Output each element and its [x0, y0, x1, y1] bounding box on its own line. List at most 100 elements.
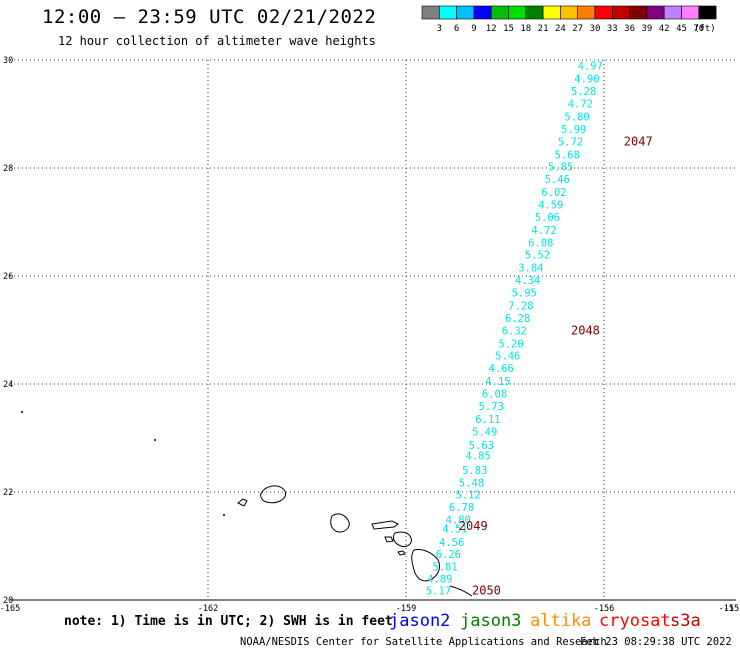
- y-tick-label: 26: [3, 272, 13, 282]
- colorbar-swatch: [456, 5, 475, 20]
- data-point-label: 4.90: [574, 74, 599, 86]
- colorbar-swatch: [421, 5, 440, 20]
- colorbar-label: 24: [555, 24, 566, 34]
- colorbar-unit: (ft): [694, 24, 716, 34]
- colorbar-label: 36: [624, 24, 635, 34]
- data-point-label: 6.28: [505, 313, 530, 325]
- data-point-label: 5.73: [479, 401, 504, 413]
- data-point-label: 4.80: [446, 514, 471, 526]
- island-dot-1: [21, 411, 23, 413]
- data-point-label: 6.02: [541, 187, 566, 199]
- pass-id-label: 2050: [472, 584, 501, 598]
- island-oahu: [330, 513, 350, 533]
- colorbar-label: 45: [676, 24, 687, 34]
- data-point-label: 5.63: [469, 440, 494, 452]
- colorbar-label: 12: [486, 24, 497, 34]
- colorbar-swatch: [438, 5, 457, 20]
- pass-id-label: 2047: [624, 134, 653, 148]
- colorbar-swatch: [473, 5, 492, 20]
- colorbar: 3 6 9 12 15 18 21 24 27 30 33 36 39 42 45 70(ft): [421, 5, 717, 34]
- y-tick-label: 30: [3, 56, 13, 66]
- data-point-label: 4.59: [538, 200, 563, 212]
- legend-item: jason2: [389, 611, 450, 631]
- data-point-label: 5.99: [561, 124, 586, 136]
- data-point-label: 5.81: [432, 561, 457, 573]
- data-point-label: 4.97: [578, 61, 603, 73]
- y-tick-label: 28: [3, 164, 13, 174]
- colorbar-label: 21: [538, 24, 549, 34]
- footer-timestamp: Feb 23 08:29:38 UTC 2022: [580, 636, 732, 648]
- data-point-label: 4.72: [568, 99, 593, 111]
- data-point-label: 5.20: [498, 338, 523, 350]
- colorbar-swatch: [611, 5, 630, 20]
- data-points: 5.174.895.816.264.564.514.806.785.125.48…: [426, 61, 603, 598]
- data-point-label: 4.85: [465, 451, 490, 463]
- data-point-label: 6.11: [475, 414, 500, 426]
- data-point-label: 5.12: [456, 489, 481, 501]
- x-tick-label: -156: [594, 604, 614, 614]
- colorbar-label: 18: [520, 24, 531, 34]
- colorbar-swatch: [594, 5, 613, 20]
- colorbar-label: 30: [590, 24, 601, 34]
- pass-labels: 2047204820492050120512041203: [459, 134, 653, 598]
- data-point-label: 6.78: [449, 502, 474, 514]
- colorbar-swatch: [629, 5, 648, 20]
- x-tick-label: -162: [198, 604, 218, 614]
- data-point-label: 4.15: [485, 376, 510, 388]
- colorbar-label: 39: [641, 24, 652, 34]
- pass-id-label: 2049: [459, 519, 488, 533]
- island-dot-3: [223, 514, 225, 516]
- y-tick-label: 20: [3, 596, 13, 606]
- x-tick-label: -165: [0, 604, 20, 614]
- island-maui: [392, 531, 412, 547]
- data-point-label: 5.06: [535, 212, 560, 224]
- colorbar-swatch: [490, 5, 509, 20]
- x-tick-label: -159: [396, 604, 416, 614]
- colorbar-swatch: [525, 5, 544, 20]
- legend-item: jason3: [460, 611, 521, 631]
- data-point-label: 5.72: [558, 136, 583, 148]
- island-kahoolawe: [397, 550, 406, 556]
- data-point-label: 5.95: [512, 288, 537, 300]
- pass-id-label: 2048: [571, 323, 600, 337]
- data-point-label: 6.08: [482, 389, 507, 401]
- legend-item: s3a: [670, 611, 701, 631]
- data-point-label: 5.17: [426, 586, 451, 598]
- data-point-label: 5.80: [564, 111, 589, 123]
- island-lanai: [384, 536, 394, 543]
- data-point-label: 6.32: [502, 325, 527, 337]
- colorbar-swatch: [577, 5, 596, 20]
- data-point-label: 5.52: [525, 250, 550, 262]
- colorbar-swatch: [560, 5, 579, 20]
- data-point-label: 5.68: [555, 149, 580, 161]
- colorbar-label: 27: [572, 24, 583, 34]
- data-point-label: 6.26: [436, 549, 461, 561]
- island-niihau: [237, 498, 248, 507]
- data-point-label: 5.85: [548, 162, 573, 174]
- colorbar-swatch: [681, 5, 700, 20]
- legend-item: cryosat: [599, 611, 671, 631]
- colorbar-label: 6: [454, 24, 459, 34]
- colorbar-swatch: [508, 5, 527, 20]
- colorbar-swatch: [542, 5, 561, 20]
- data-point-label: 4.56: [439, 537, 464, 549]
- data-point-label: 5.46: [495, 351, 520, 363]
- data-point-label: 5.48: [459, 478, 484, 490]
- legend-item: altika: [530, 611, 591, 631]
- data-point-label: 5.49: [472, 426, 497, 438]
- y-tick-label: 22: [3, 488, 13, 498]
- data-point-label: 4.66: [489, 363, 514, 375]
- colorbar-label: 33: [607, 24, 618, 34]
- legend: jason2 jason3 altika cryosat s3a: [389, 611, 701, 631]
- colorbar-label: 70: [693, 24, 704, 34]
- colorbar-swatch: [698, 5, 717, 20]
- data-point-label: 5.83: [462, 465, 487, 477]
- chart-subtitle: 12 hour collection of altimeter wave hei…: [58, 34, 376, 48]
- footer-credit: NOAA/NESDIS Center for Satellite Applica…: [240, 636, 607, 648]
- grid: [10, 59, 736, 600]
- coastline: [21, 411, 473, 597]
- data-point-label: 6.08: [528, 237, 553, 249]
- data-point-label: 4.34: [515, 275, 540, 287]
- data-point-label: 5.46: [545, 174, 570, 186]
